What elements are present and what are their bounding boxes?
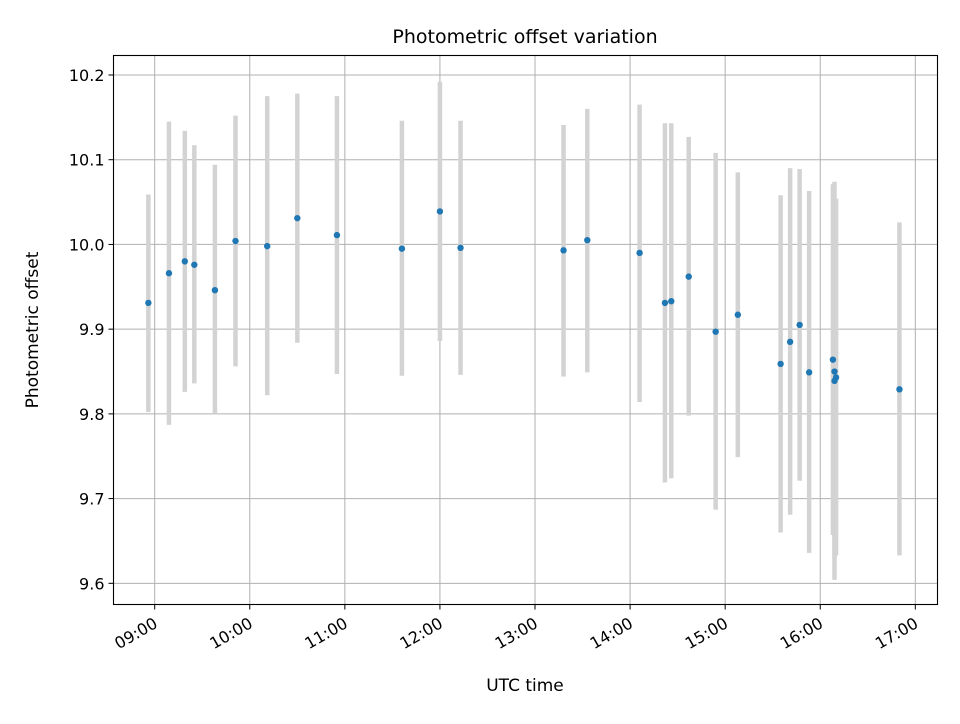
data-point: [436, 208, 444, 215]
data-point: [805, 369, 813, 376]
data-point: [264, 242, 271, 250]
data-point: [584, 236, 591, 244]
data-point: [636, 249, 643, 257]
data-point: [165, 270, 173, 277]
x-axis-label: UTC time: [486, 676, 564, 696]
data-point: [181, 258, 189, 265]
data-point: [145, 299, 152, 307]
data-point: [661, 299, 669, 307]
data-point: [777, 360, 784, 368]
y-axis-ticks: 9.6 9.7 9.8 9.9 10.0 10.1 10.2: [69, 66, 114, 593]
data-point: [829, 356, 837, 363]
y-axis-label: Photometric offset: [23, 251, 43, 408]
data-points: [145, 208, 903, 393]
plot-area-frame: [112, 54, 939, 606]
data-point: [786, 338, 794, 346]
data-point: [831, 368, 838, 375]
data-point: [668, 297, 675, 305]
data-point: [232, 237, 239, 245]
data-point: [796, 321, 803, 329]
data-point: [712, 328, 719, 335]
data-point: [896, 386, 903, 393]
chart-title: Photometric offset variation: [392, 26, 657, 48]
data-point: [560, 247, 567, 254]
y-tick-label: 9.6: [79, 574, 104, 593]
data-point: [294, 214, 301, 222]
data-point: [685, 273, 692, 280]
y-tick-label: 9.7: [79, 490, 104, 509]
data-point: [191, 261, 198, 268]
data-point: [211, 286, 219, 294]
y-tick-label: 10.1: [69, 151, 105, 170]
data-point: [457, 244, 464, 252]
y-tick-label: 9.8: [79, 405, 104, 424]
data-point: [734, 311, 742, 318]
y-tick-label: 10.0: [69, 235, 105, 254]
y-tick-label: 10.2: [69, 66, 105, 85]
data-point: [398, 245, 406, 252]
y-tick-label: 9.9: [79, 320, 104, 339]
data-point: [832, 374, 840, 381]
data-point: [333, 231, 341, 239]
